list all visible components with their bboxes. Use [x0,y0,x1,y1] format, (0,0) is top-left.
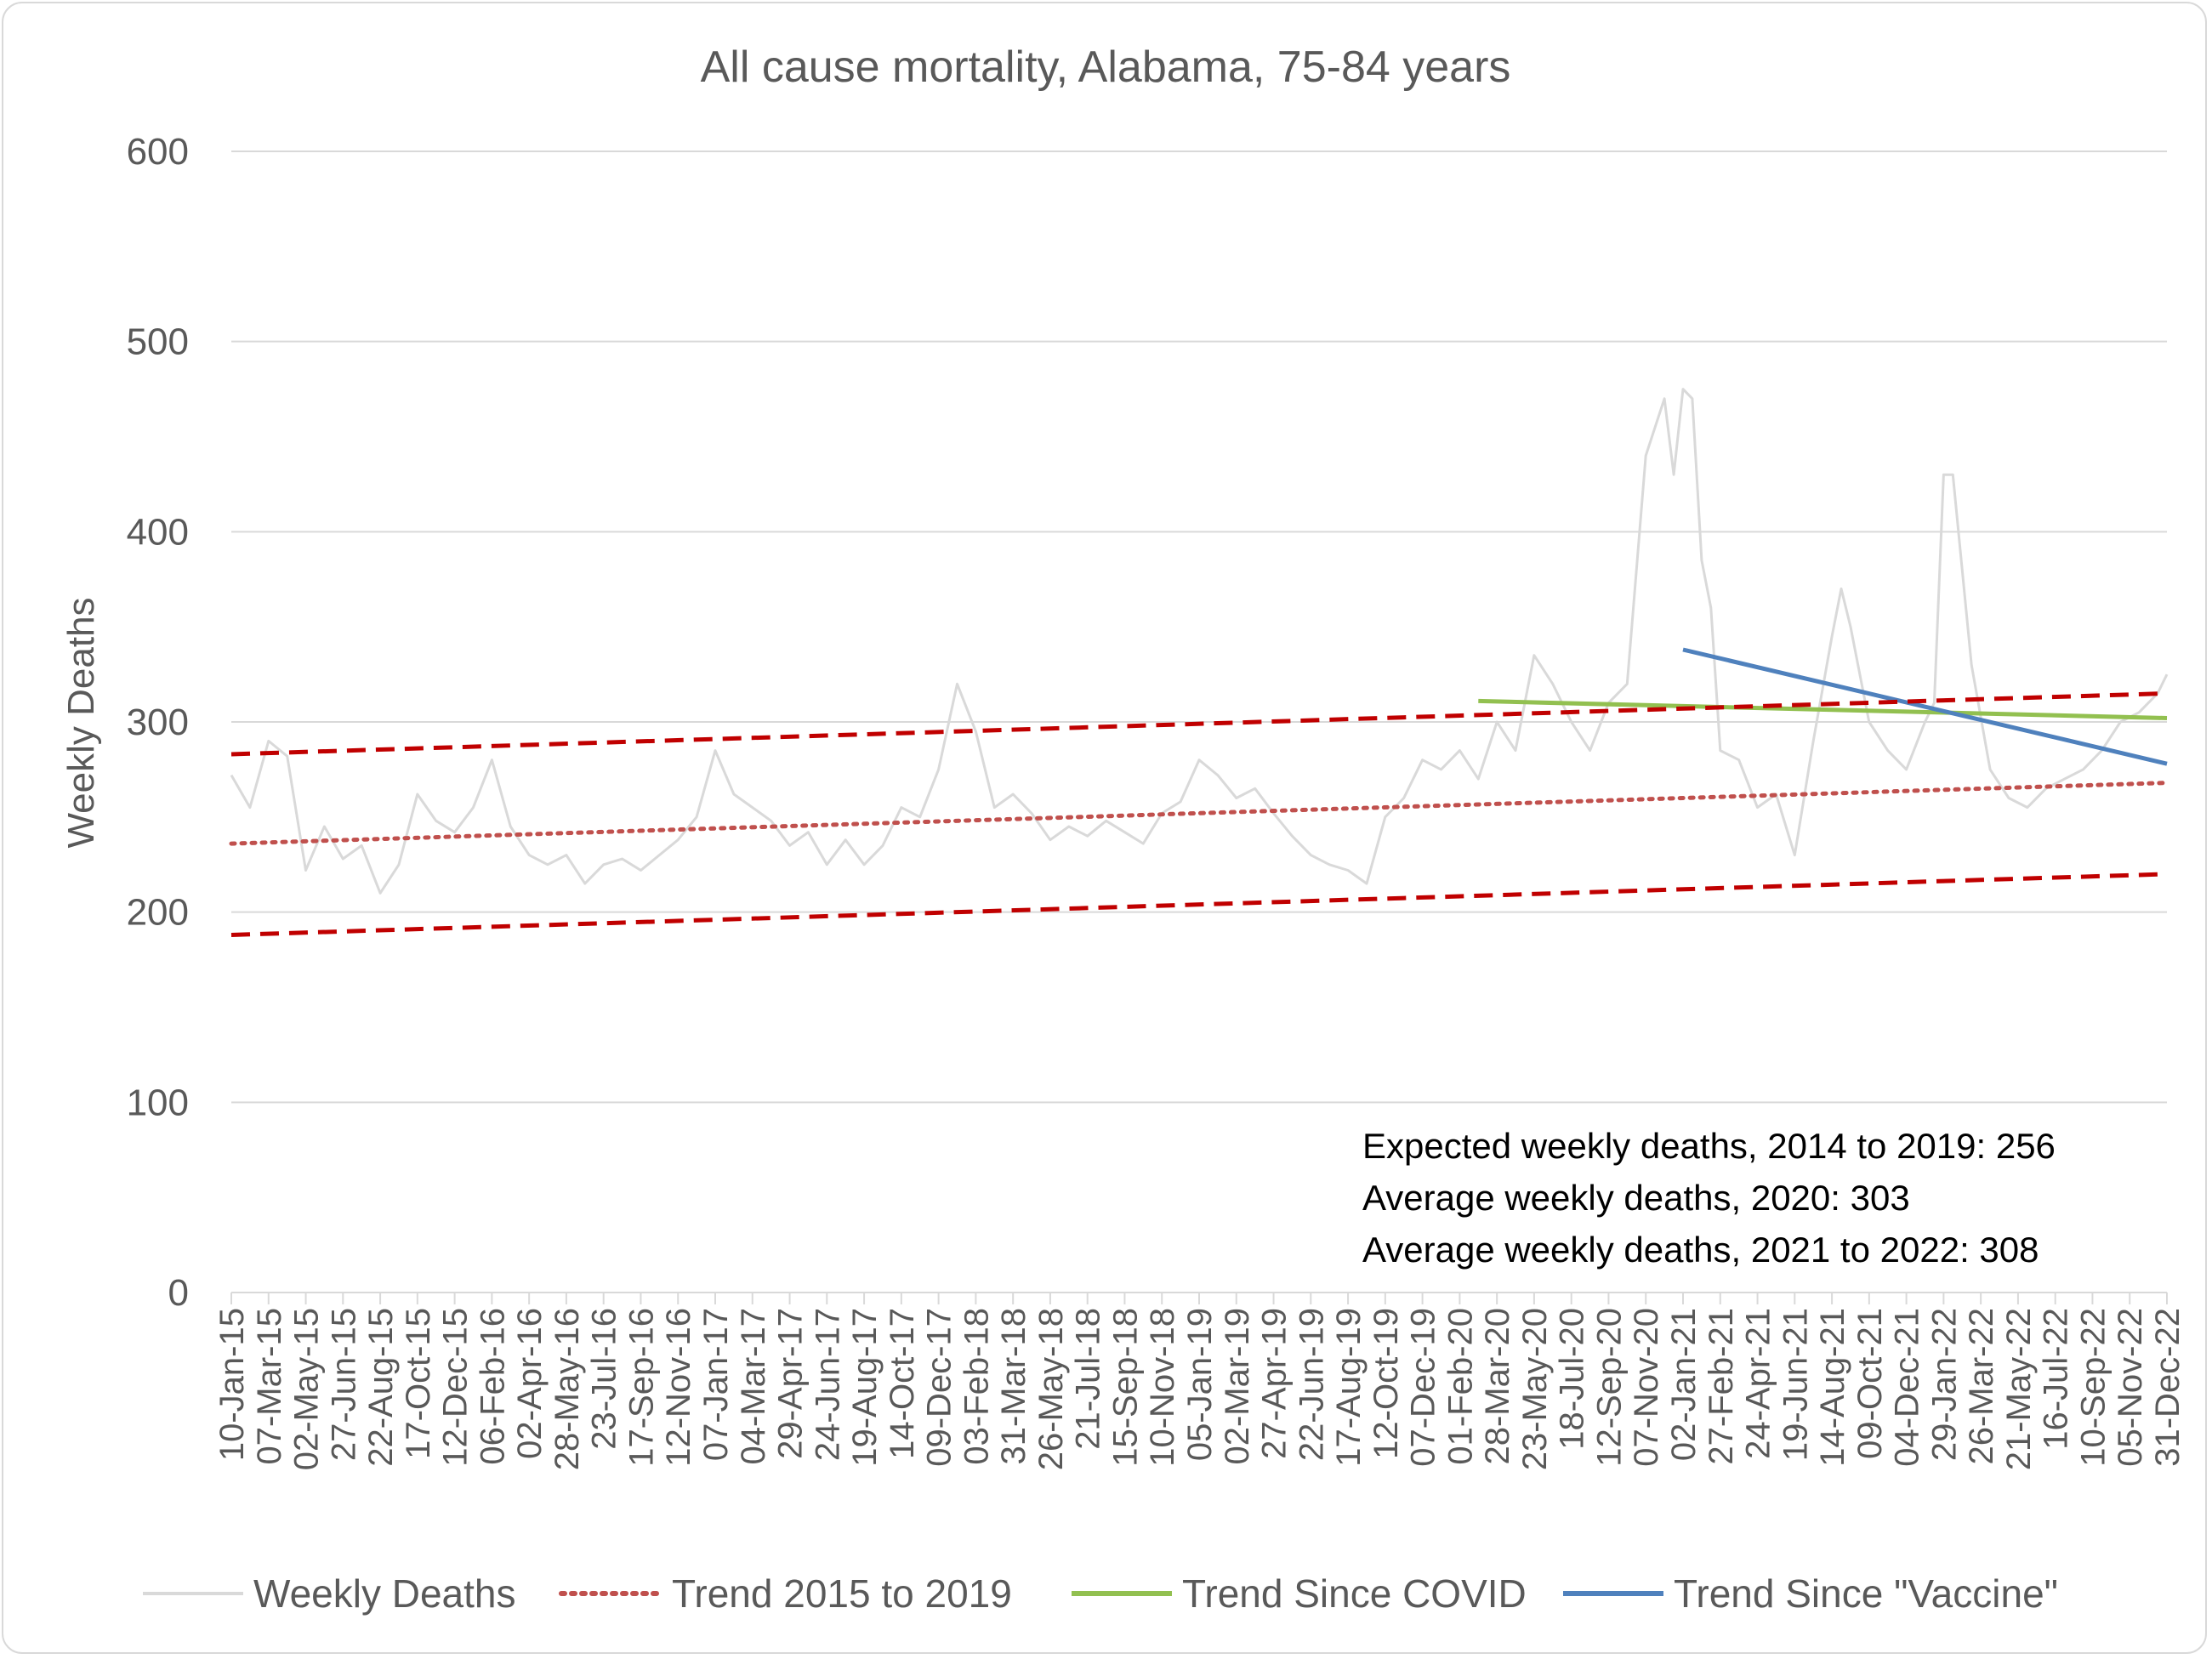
band-line-0 [230,690,2168,757]
x-axis [230,1292,2168,1304]
x-tick-label: 29-Apr-17 [772,1308,810,1459]
legend: Weekly Deaths Trend 2015 to 2019 Trend Sin… [143,1571,2058,1616]
x-tick-labels: 10-Jan-15 07-Mar-15 02-May-15 27-Jun-15 22-A… [213,1308,2186,1470]
x-tick-label: 12-Nov-16 [660,1308,697,1467]
x-tick-label: 24-Apr-21 [1740,1308,1777,1459]
legend-label: Trend Since COVID [1182,1571,1527,1616]
x-tick-label: 31-Mar-18 [995,1308,1032,1465]
x-tick-label: 10-Sep-22 [2074,1308,2112,1467]
x-tick-label: 12-Sep-20 [1590,1308,1628,1467]
x-tick-label: 17-Aug-19 [1330,1308,1368,1467]
x-tick-label: 07-Dec-19 [1405,1308,1442,1467]
series-line-3 [1682,647,2168,766]
plot-area [229,388,2169,937]
x-tick-label: 28-May-16 [549,1308,586,1470]
x-tick-label: 21-Jul-18 [1070,1308,1107,1450]
x-tick-label: 19-Aug-17 [846,1308,884,1467]
x-tick-label: 16-Jul-22 [2038,1308,2075,1450]
y-tick-label: 300 [127,702,189,743]
x-tick-label: 14-Oct-17 [884,1308,921,1459]
legend-label: Weekly Deaths [253,1571,516,1616]
x-tick-label: 02-Mar-19 [1219,1308,1256,1465]
x-tick-label: 07-Nov-20 [1628,1308,1665,1467]
y-tick-label: 400 [127,511,189,553]
x-tick-label: 12-Dec-15 [437,1308,475,1467]
x-tick-label: 18-Jul-20 [1554,1308,1591,1450]
series-line-0 [230,388,2169,895]
x-tick-label: 27-Apr-19 [1256,1308,1294,1459]
y-tick-label: 100 [127,1082,189,1123]
x-tick-label: 02-Apr-16 [511,1308,549,1459]
legend-label: Trend 2015 to 2019 [672,1571,1012,1616]
annotation-line: Average weekly deaths, 2020: 303 [1362,1178,1910,1218]
x-tick-label: 06-Feb-16 [474,1308,511,1465]
chart-title: All cause mortality, Alabama, 75-84 year… [701,43,1511,92]
x-tick-label: 10-Jan-15 [213,1308,251,1461]
x-tick-label: 17-Oct-15 [400,1308,437,1459]
x-tick-label: 04-Mar-17 [735,1308,772,1465]
y-tick-label: 200 [127,892,189,934]
y-tick-label: 600 [127,131,189,173]
x-tick-label: 19-Jun-21 [1777,1308,1814,1461]
y-axis-label: Weekly Deaths [60,597,102,848]
x-tick-label: 07-Jan-17 [697,1308,735,1461]
x-tick-label: 29-Jan-22 [1925,1308,1963,1461]
x-tick-label: 01-Feb-20 [1441,1308,1479,1465]
x-tick-label: 05-Nov-22 [2112,1308,2149,1467]
x-tick-label: 24-Jun-17 [809,1308,846,1461]
x-tick-label: 26-May-18 [1032,1308,1070,1470]
x-tick-label: 23-May-20 [1516,1308,1554,1470]
x-tick-label: 04-Dec-21 [1889,1308,1926,1467]
x-tick-label: 26-Mar-22 [1963,1308,2000,1465]
x-tick-label: 15-Sep-18 [1106,1308,1144,1467]
band-line-1 [230,872,2168,937]
x-tick-label: 02-May-15 [288,1308,326,1470]
x-tick-label: 05-Jan-19 [1181,1308,1219,1461]
x-tick-label: 03-Feb-18 [958,1308,995,1465]
y-tick-label: 0 [168,1272,189,1314]
x-tick-label: 12-Oct-19 [1368,1308,1405,1459]
x-tick-label: 09-Dec-17 [921,1308,958,1467]
x-tick-label: 21-May-22 [2000,1308,2038,1470]
y-tick-labels: 0 100 200 300 400 500 600 [127,131,189,1314]
y-tick-label: 500 [127,321,189,363]
annotation-box: Expected weekly deaths, 2014 to 2019: 25… [1362,1126,2056,1270]
x-tick-label: 17-Sep-16 [623,1308,660,1467]
x-tick-label: 23-Jul-16 [586,1308,623,1450]
series-line-1 [229,781,2169,846]
series-line-2 [1478,698,2168,720]
x-tick-label: 10-Nov-18 [1144,1308,1181,1467]
x-tick-label: 22-Jun-19 [1293,1308,1330,1461]
legend-label: Trend Since "Vaccine" [1674,1571,2058,1616]
x-tick-label: 31-Dec-22 [2149,1308,2186,1467]
annotation-line: Average weekly deaths, 2021 to 2022: 308 [1362,1230,2039,1270]
gridlines [231,151,2167,1104]
x-tick-label: 14-Aug-21 [1814,1308,1851,1467]
x-tick-label: 27-Feb-21 [1703,1308,1740,1465]
x-tick-label: 07-Mar-15 [251,1308,288,1465]
x-tick-label: 09-Oct-21 [1851,1308,1889,1459]
x-tick-label: 28-Mar-20 [1479,1308,1516,1465]
annotation-line: Expected weekly deaths, 2014 to 2019: 25… [1362,1126,2056,1166]
x-tick-label: 27-Jun-15 [325,1308,362,1461]
x-tick-label: 02-Jan-21 [1665,1308,1703,1461]
x-tick-label: 22-Aug-15 [362,1308,400,1467]
